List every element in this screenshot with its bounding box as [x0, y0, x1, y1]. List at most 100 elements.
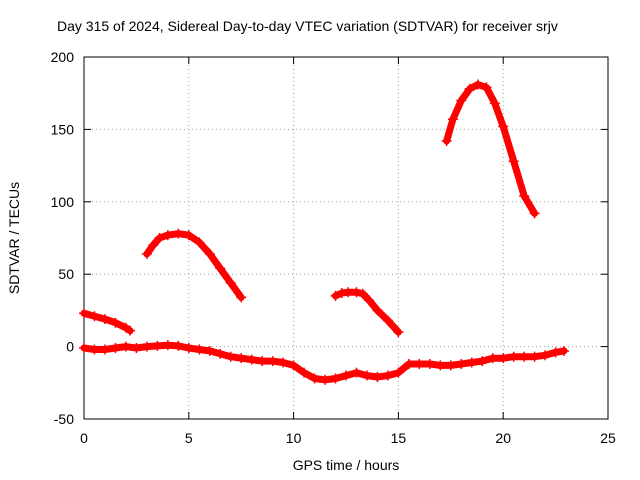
data-point [519, 191, 530, 202]
x-tick-label: 25 [600, 430, 616, 446]
data-point [131, 343, 142, 354]
data-point [456, 358, 467, 369]
data-point [372, 372, 383, 383]
data-point [246, 354, 257, 365]
data-point [79, 308, 89, 319]
data-point [257, 356, 268, 367]
data-point [79, 343, 89, 354]
data-point [489, 98, 500, 109]
data-point [487, 353, 498, 364]
data-point [110, 343, 121, 354]
data-point [529, 351, 540, 362]
x-tick-label: 5 [185, 430, 193, 446]
y-axis-label: SDTVAR / TECUs [6, 182, 22, 294]
data-point [393, 367, 404, 378]
data-point [343, 287, 354, 298]
series-trace-seg-b [143, 230, 245, 301]
data-point [267, 356, 278, 367]
data-point [382, 370, 393, 381]
data-point [508, 156, 519, 167]
data-point [278, 357, 289, 368]
data-point [447, 114, 458, 125]
data-point [148, 240, 159, 251]
chart-title: Day 315 of 2024, Sidereal Day-to-day VTE… [57, 18, 558, 34]
x-tick-label: 20 [495, 430, 511, 446]
data-point [320, 374, 331, 385]
data-point [498, 353, 509, 364]
data-point [99, 344, 110, 355]
data-point [204, 248, 215, 259]
y-tick-label: 50 [58, 266, 74, 282]
y-tick-label: 150 [51, 121, 75, 137]
data-point [173, 228, 184, 239]
data-point [477, 356, 488, 367]
data-point [225, 351, 236, 362]
data-point [299, 367, 310, 378]
data-point [466, 357, 477, 368]
data-point [372, 305, 383, 316]
data-point [456, 95, 467, 106]
data-point [540, 350, 551, 361]
y-tick-label: -50 [54, 411, 74, 427]
data-point [162, 230, 173, 241]
data-point [481, 82, 492, 93]
data-point [364, 295, 375, 306]
data-point [162, 340, 173, 351]
data-point [558, 345, 569, 356]
x-tick-label: 0 [80, 430, 88, 446]
data-point [519, 351, 530, 362]
data-point [357, 288, 368, 299]
data-point [236, 292, 247, 303]
data-point [183, 343, 194, 354]
axis-ticks: 0 5 10 15 20 25 -50 0 50 100 150 200 [51, 49, 616, 446]
data-point [194, 237, 205, 248]
data-point [154, 233, 165, 243]
data-point [225, 277, 236, 288]
data-point [330, 373, 341, 384]
data-point [393, 327, 404, 338]
data-point [99, 314, 110, 325]
data-point [183, 230, 194, 241]
x-tick-label: 15 [391, 430, 407, 446]
data-point [194, 344, 205, 355]
data-point [445, 360, 456, 371]
y-tick-label: 0 [66, 339, 74, 355]
data-point [215, 263, 226, 274]
data-point [361, 370, 372, 381]
data-point [141, 341, 152, 352]
data-point [120, 341, 131, 352]
data-point [351, 287, 362, 298]
data-point [309, 373, 320, 384]
data-point [341, 370, 351, 381]
data-point [351, 367, 362, 378]
data-point [508, 351, 519, 362]
data-point [414, 358, 425, 369]
data-point [382, 315, 393, 326]
series-trace-seg-c [332, 288, 402, 336]
data-point [152, 340, 163, 351]
data-point [529, 208, 540, 219]
data-point [550, 347, 561, 358]
data-point [441, 135, 452, 146]
data-point [89, 311, 100, 322]
y-tick-label: 100 [51, 194, 75, 210]
data-point [403, 358, 414, 369]
data-point [473, 79, 484, 90]
data-point [236, 353, 247, 364]
plot-frame [83, 56, 609, 420]
data-point [464, 83, 475, 94]
data-point [141, 248, 152, 259]
data-point [204, 345, 215, 356]
x-tick-label: 10 [286, 430, 302, 446]
x-axis-label: GPS time / hours [293, 457, 400, 473]
data-point [435, 360, 446, 371]
data-point [125, 325, 136, 336]
data-series [79, 79, 569, 385]
data-point [89, 344, 100, 355]
data-point [288, 360, 299, 371]
data-point [498, 121, 509, 132]
y-tick-label: 200 [51, 49, 75, 65]
data-point [173, 340, 184, 351]
data-point [330, 290, 341, 301]
